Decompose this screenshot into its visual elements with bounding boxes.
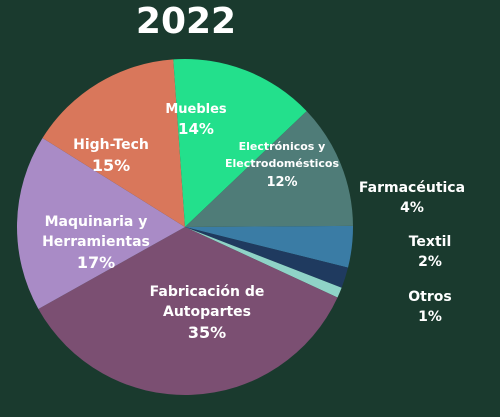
slice-label: Fabricación de [150, 284, 265, 300]
slice-label: Electrodomésticos [225, 157, 340, 170]
chart-title: 2022 [135, 1, 237, 42]
slice-label: High-Tech [73, 137, 149, 153]
pie-slice [185, 227, 349, 288]
slice-label: Electrónicos y [239, 140, 326, 153]
slice-label: Muebles [165, 102, 227, 117]
pie-slice [185, 227, 342, 298]
external-label-farmaceutica: Farmacéutica 4% [352, 178, 472, 218]
slice-percent: 2% [418, 254, 442, 270]
slice-percent: 35% [188, 323, 226, 342]
slice-name: Textil [408, 234, 452, 250]
slice-percent: 14% [178, 120, 214, 138]
slice-percent: 17% [77, 253, 115, 272]
pie-slice [185, 111, 353, 227]
external-label-textil: Textil 2% [370, 232, 490, 272]
slice-name: Otros [408, 289, 452, 305]
slice-percent: 12% [266, 175, 297, 190]
external-label-otros: Otros 1% [370, 287, 490, 327]
slice-percent: 15% [92, 156, 130, 175]
slice-label: Maquinaria y [45, 214, 148, 230]
pie-slice [17, 137, 185, 309]
pie-slice [42, 59, 185, 227]
slice-label: Herramientas [42, 234, 150, 250]
slice-percent: 1% [418, 309, 442, 325]
pie-slice [185, 225, 353, 268]
slice-percent: 4% [400, 200, 424, 216]
pie-slice [38, 227, 338, 396]
slice-name: Farmacéutica [358, 180, 466, 196]
pie-slice [173, 59, 307, 228]
slice-label: Autopartes [163, 304, 251, 320]
